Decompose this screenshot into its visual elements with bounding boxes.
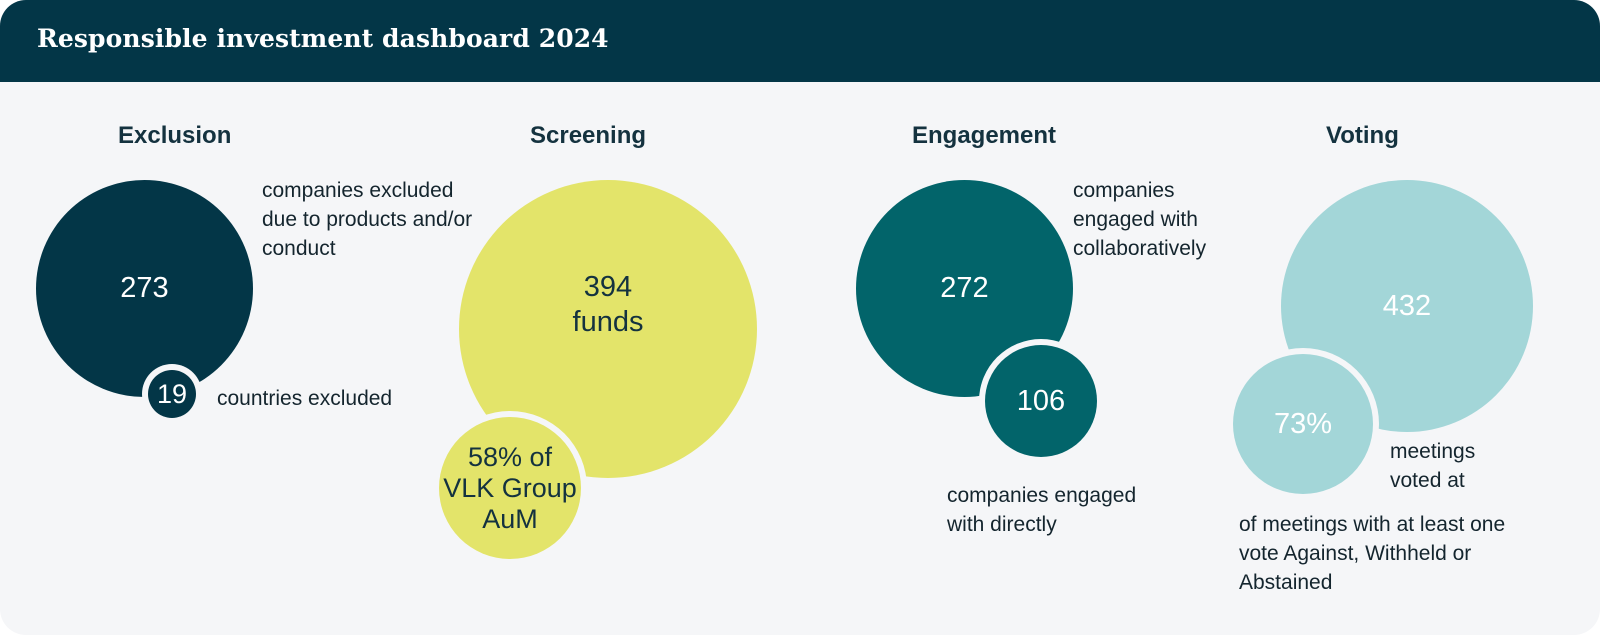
engagement-sub-label: companies engaged with directly (947, 484, 1137, 536)
exclusion-main-bubble: 273 (36, 180, 253, 397)
screening-sub-bubble: 58% of VLK Group AuM (439, 417, 581, 559)
voting-sub-value: 73% (1273, 407, 1333, 440)
dashboard-title: Responsible investment dashboard 2024 (37, 24, 609, 53)
exclusion-main-label: companies excluded due to products and/o… (262, 179, 473, 260)
voting-sub-label: of meetings with at least one vote Again… (1239, 513, 1506, 594)
exclusion-sub-value: 19 (156, 378, 188, 409)
exclusion-sub-bubble: 19 (148, 370, 196, 418)
voting-title: Voting (1326, 122, 1399, 149)
engagement-main-value: 272 (940, 272, 989, 305)
exclusion-main-value: 273 (120, 272, 169, 305)
screening-main-unit: funds (572, 306, 644, 338)
engagement-sub-value: 106 (1016, 384, 1066, 417)
voting-sub-bubble: 73% (1233, 354, 1373, 494)
engagement-main-label: companies engaged with collaboratively (1073, 179, 1207, 260)
exclusion-title: Exclusion (118, 122, 232, 149)
voting-main-label: meetings voted at (1390, 440, 1476, 492)
engagement-sub-bubble: 106 (985, 345, 1097, 457)
screening-title: Screening (530, 122, 647, 149)
exclusion-sub-label: countries excluded (217, 387, 393, 410)
screening-main-value: 394 (583, 271, 633, 304)
voting-main-value: 432 (1382, 289, 1432, 322)
screening-sub-value: 58% of VLK Group AuM (443, 441, 577, 534)
engagement-title: Engagement (912, 122, 1057, 149)
dashboard-header: Responsible investment dashboard 2024 (0, 0, 1600, 82)
